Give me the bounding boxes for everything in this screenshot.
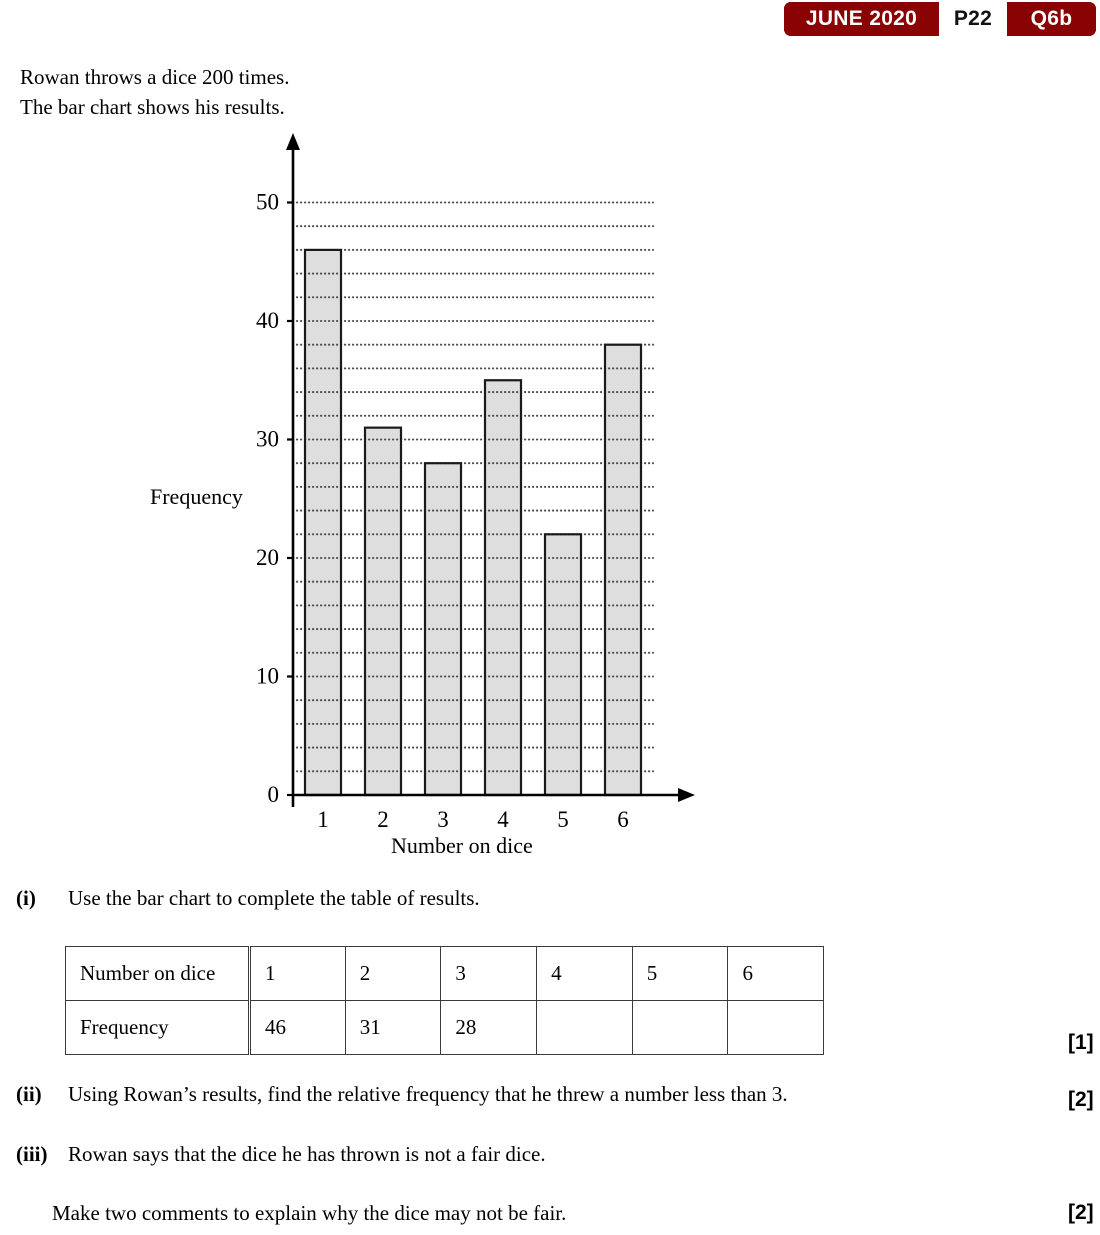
svg-text:2: 2 [377, 807, 389, 832]
svg-text:4: 4 [497, 807, 509, 832]
svg-text:10: 10 [256, 664, 279, 689]
svg-text:40: 40 [256, 308, 279, 333]
svg-text:6: 6 [617, 807, 629, 832]
svg-text:3: 3 [437, 807, 449, 832]
svg-text:50: 50 [256, 190, 279, 215]
svg-text:5: 5 [557, 807, 569, 832]
svg-text:1: 1 [317, 807, 329, 832]
svg-text:20: 20 [256, 545, 279, 570]
svg-text:30: 30 [256, 427, 279, 452]
svg-text:0: 0 [268, 782, 280, 807]
